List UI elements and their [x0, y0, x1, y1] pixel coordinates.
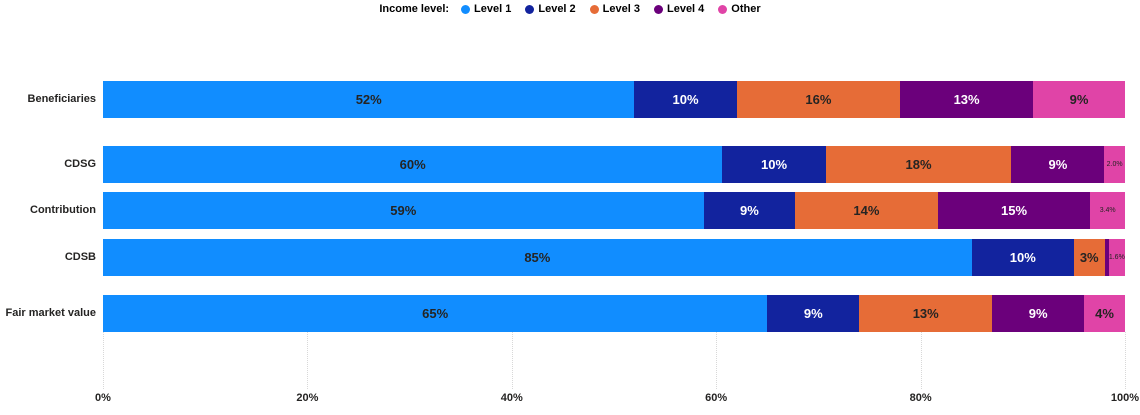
bar-segment[interactable]: 15%	[937, 192, 1091, 229]
gridline	[511, 332, 513, 389]
category-label: Contribution	[30, 204, 96, 216]
legend-item-label: Level 3	[602, 3, 640, 15]
bar-segment-label: 60%	[399, 157, 426, 172]
bar-segment[interactable]: 3.4%	[1090, 192, 1125, 229]
legend-swatch-icon	[461, 4, 471, 14]
gridline	[103, 332, 104, 389]
bar-segment[interactable]: 4%	[1084, 295, 1125, 332]
bar-row: 59% 9% 14% 15% 3.4%	[103, 192, 1125, 229]
legend-title: Income level:	[379, 3, 450, 15]
bar-segment[interactable]: 10%	[971, 239, 1074, 276]
bar-row: 52% 10% 16% 13% 9%	[103, 81, 1125, 118]
bar-segment-label: 3%	[1079, 250, 1099, 265]
bar-segment[interactable]: 9%	[767, 295, 860, 332]
plot-area: 52% 10% 16% 13% 9% 60% 10% 18% 9% 2.0% 59% 9% 14% 15%…	[103, 0, 1126, 415]
bar-segment[interactable]	[1104, 239, 1109, 276]
bar-segment-label: 9%	[803, 306, 823, 321]
bar-segment-label: 65%	[422, 306, 449, 321]
bar-segment[interactable]: 16%	[736, 81, 901, 118]
bar-segment-label: 85%	[524, 250, 551, 265]
x-axis-tick-label: 0%	[95, 392, 111, 404]
bar-segment[interactable]: 13%	[900, 81, 1034, 118]
bar-segment-label: 9%	[1048, 157, 1068, 172]
bar-segment-label: 52%	[355, 92, 382, 107]
x-axis-tick-label: 40%	[500, 392, 523, 404]
bar-segment-label: 13%	[953, 92, 980, 107]
legend-item[interactable]: Level 3	[589, 3, 640, 15]
bar-row: 65% 9% 13% 9% 4%	[103, 295, 1125, 332]
bar-segment-label: 10%	[760, 157, 788, 172]
bar-segment-label: 3.4%	[1099, 207, 1116, 214]
x-axis: 0% 20% 40% 60% 80% 100%	[95, 392, 1139, 408]
category-label: CDSG	[64, 158, 96, 170]
bar-segment-label: 14%	[853, 203, 880, 218]
category-label: CDSB	[64, 251, 96, 263]
bar-segment[interactable]: 18%	[825, 146, 1012, 183]
x-axis-tick-label: 20%	[296, 392, 319, 404]
category-label: Beneficiaries	[27, 93, 96, 105]
bar-segment-label: 4%	[1095, 306, 1114, 321]
bar-segment[interactable]: 10%	[722, 146, 826, 183]
bar-segment-label: 9%	[739, 203, 759, 218]
bar-segment-label: 59%	[390, 203, 417, 218]
legend: Income level: Level 1 Level 2 Level 3 Level…	[0, 3, 1140, 15]
bar-row: 85% 10% 3% 1.6%	[103, 239, 1126, 276]
bar-segment[interactable]: 1.6%	[1108, 239, 1126, 276]
bar-segment[interactable]: 9%	[1011, 146, 1105, 183]
bar-segment[interactable]: 9%	[992, 295, 1085, 332]
bar-segment-label: 9%	[1069, 92, 1089, 107]
legend-swatch-icon	[718, 4, 728, 14]
bar-segment[interactable]: 65%	[103, 295, 768, 332]
bar-segment-label: 10%	[672, 92, 699, 107]
legend-swatch-icon	[653, 4, 663, 14]
bar-segment[interactable]: 9%	[703, 192, 796, 229]
bar-segment-label: 16%	[805, 92, 832, 107]
legend-item[interactable]: Other	[718, 3, 761, 15]
category-label: Fair market value	[5, 307, 97, 319]
bar-segment-label: 15%	[1001, 203, 1028, 218]
legend-items: Level 1 Level 2 Level 3 Level 4 Other	[461, 3, 761, 15]
legend-swatch-icon	[525, 4, 535, 14]
legend-item-label: Level 4	[666, 3, 705, 15]
gridline	[716, 332, 718, 389]
x-axis-tick-label: 80%	[909, 392, 932, 404]
bar-segment[interactable]: 10%	[634, 81, 737, 118]
gridline	[1125, 332, 1126, 389]
bar-segment-label: 2.0%	[1106, 161, 1123, 168]
bar-segment[interactable]: 3%	[1073, 239, 1105, 276]
bar-segment[interactable]: 85%	[103, 239, 972, 276]
bar-row: 60% 10% 18% 9% 2.0%	[103, 146, 1125, 183]
bar-segment[interactable]: 60%	[103, 146, 723, 183]
gridline	[920, 332, 922, 389]
bar-segment-label: 13%	[912, 306, 939, 321]
legend-item[interactable]: Level 2	[525, 3, 576, 15]
bar-segment-label: 18%	[905, 157, 932, 172]
legend-item[interactable]: Level 1	[461, 3, 511, 15]
gridline	[307, 332, 309, 389]
legend-item-label: Level 2	[538, 3, 576, 15]
x-axis-tick-label: 100%	[1110, 392, 1140, 404]
gridlines	[103, 332, 1126, 389]
legend-swatch-icon	[589, 4, 599, 14]
bar-segment[interactable]: 52%	[103, 81, 635, 118]
legend-item-label: Other	[731, 3, 761, 15]
bar-segment[interactable]: 59%	[103, 192, 704, 229]
bar-segment-label: 9%	[1028, 306, 1048, 321]
bar-segment[interactable]: 13%	[859, 295, 993, 332]
x-axis-tick-label: 60%	[705, 392, 728, 404]
bar-segment[interactable]: 9%	[1033, 81, 1125, 118]
bar-segment[interactable]: 2.0%	[1104, 146, 1125, 183]
legend-item[interactable]: Level 4	[653, 3, 705, 15]
bar-segment-label: 1.6%	[1108, 254, 1125, 261]
bar-segment-label: 10%	[1009, 250, 1036, 265]
bar-segment[interactable]: 14%	[795, 192, 938, 229]
legend-item-label: Level 1	[474, 3, 512, 15]
